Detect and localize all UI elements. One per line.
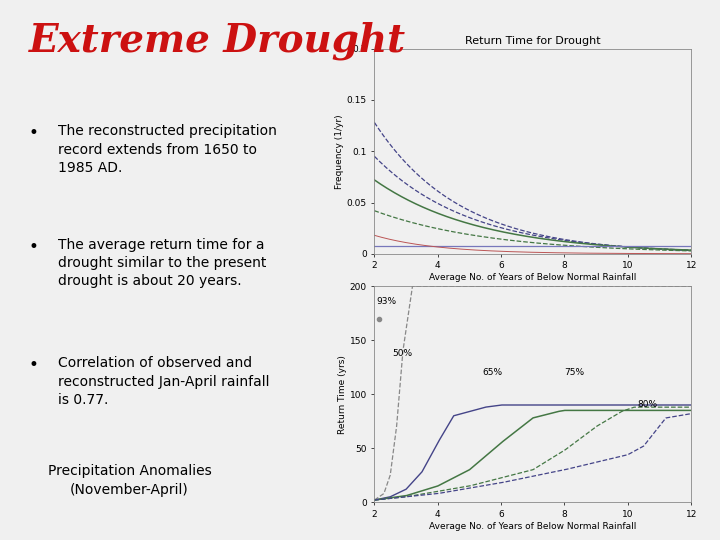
Text: •: • [29, 124, 39, 142]
Text: The reconstructed precipitation
record extends from 1650 to
1985 AD.: The reconstructed precipitation record e… [58, 124, 276, 175]
Text: Precipitation Anomalies
(November-April): Precipitation Anomalies (November-April) [48, 464, 212, 497]
Y-axis label: Return Time (yrs): Return Time (yrs) [338, 355, 347, 434]
Text: 65%: 65% [482, 368, 503, 377]
Title: Return Time for Drought: Return Time for Drought [465, 36, 600, 46]
Text: •: • [29, 238, 39, 255]
X-axis label: Average No. of Years of Below Normal Rainfall: Average No. of Years of Below Normal Rai… [429, 522, 636, 531]
X-axis label: Average No. of Years of Below Normal Rainfall: Average No. of Years of Below Normal Rai… [429, 273, 636, 282]
Text: •: • [29, 356, 39, 374]
Y-axis label: Frequency (1/yr): Frequency (1/yr) [335, 114, 344, 188]
Text: The average return time for a
drought similar to the present
drought is about 20: The average return time for a drought si… [58, 238, 266, 288]
Text: 75%: 75% [564, 368, 585, 377]
Text: Correlation of observed and
reconstructed Jan-April rainfall
is 0.77.: Correlation of observed and reconstructe… [58, 356, 269, 407]
Text: 80%: 80% [637, 400, 657, 409]
Text: 50%: 50% [392, 349, 412, 359]
Text: Extreme Drought: Extreme Drought [29, 22, 406, 60]
Text: 93%: 93% [376, 297, 396, 306]
